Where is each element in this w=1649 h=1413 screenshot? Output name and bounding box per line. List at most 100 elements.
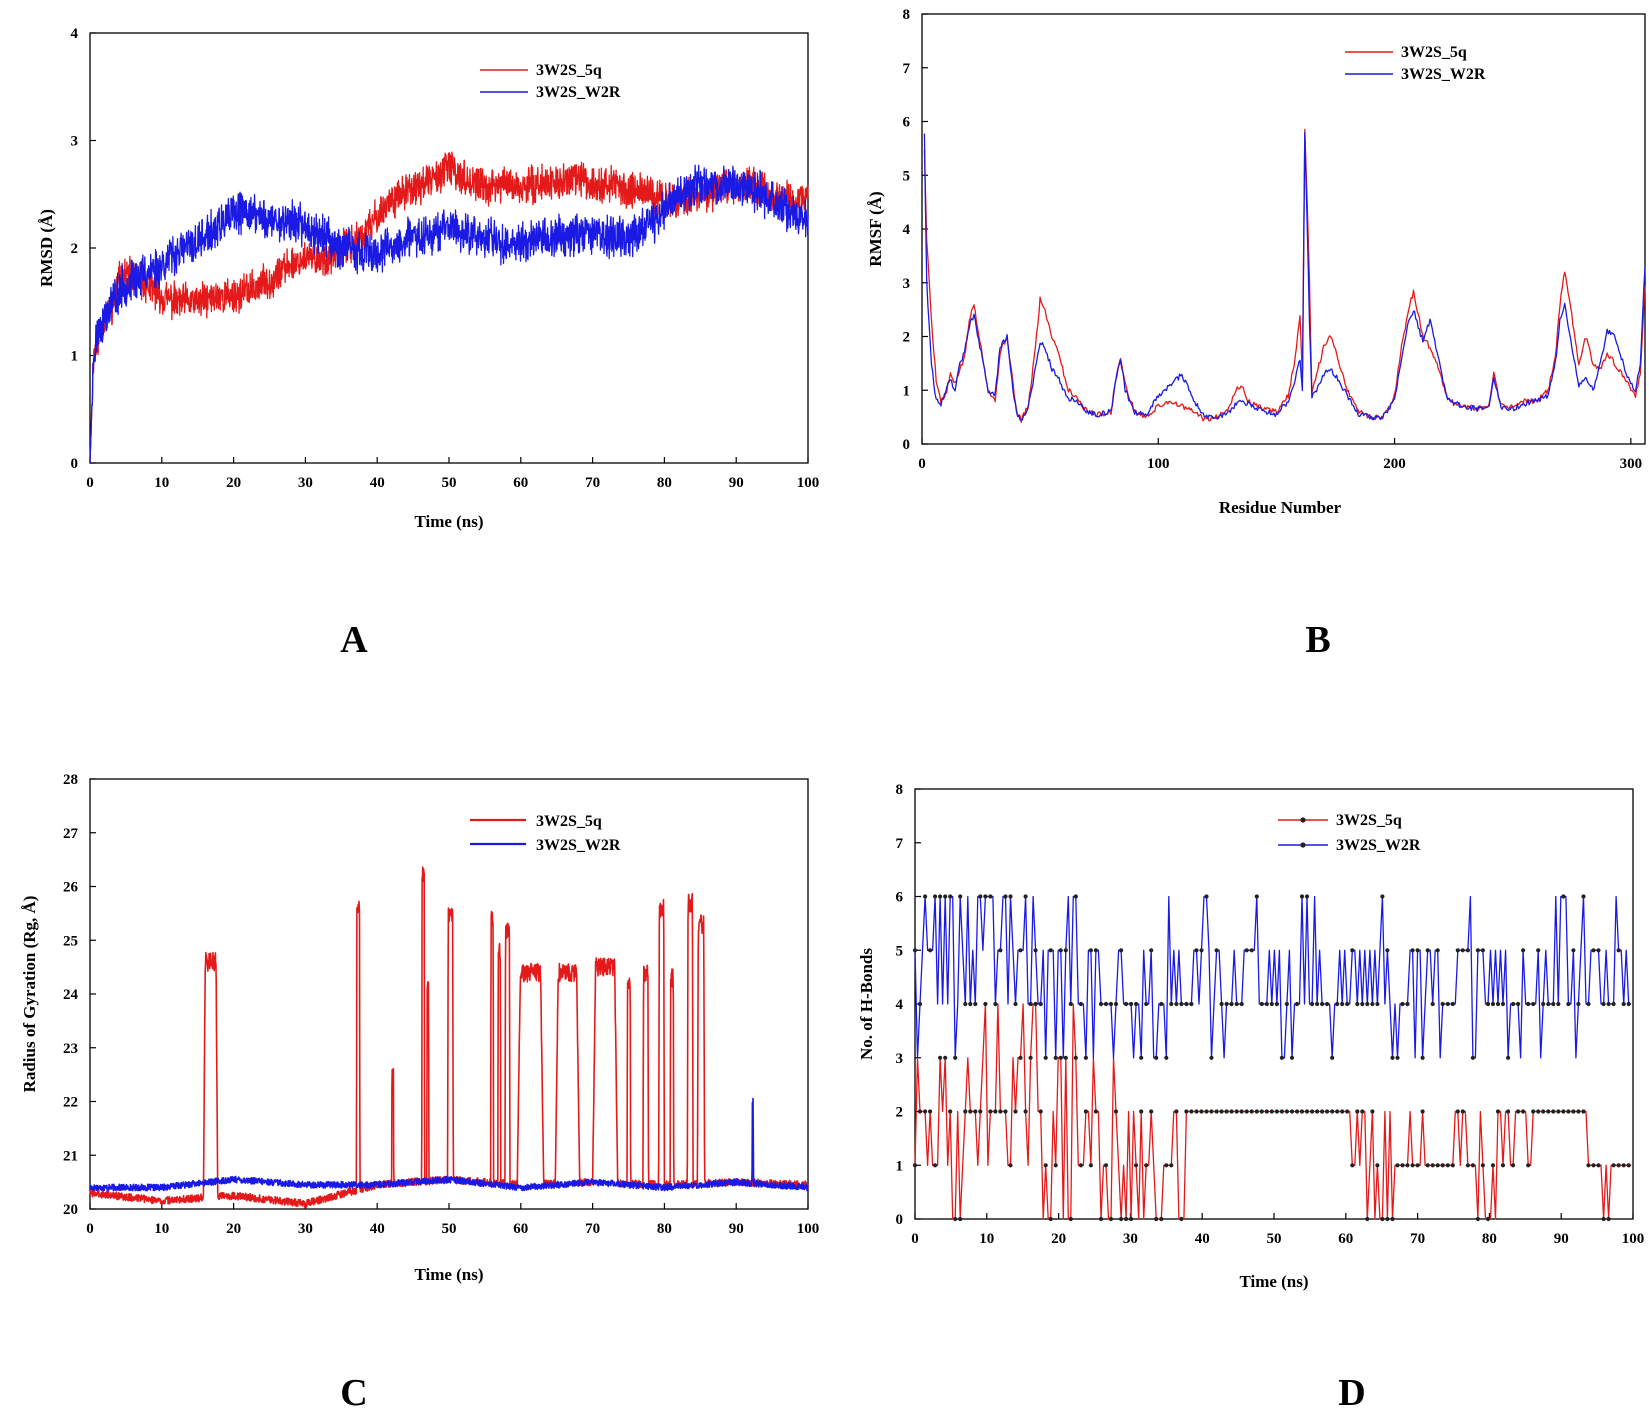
panel-d-data-point bbox=[1591, 948, 1596, 953]
panel-d-y-tick-label: 4 bbox=[896, 997, 904, 1013]
panel-d-data-point bbox=[973, 1001, 978, 1007]
panel-d-data-point bbox=[1244, 948, 1249, 953]
panel-d-data-point bbox=[928, 948, 933, 953]
panel-d-x-tick-label: 50 bbox=[1267, 1231, 1282, 1247]
panel-b-series-group bbox=[923, 128, 1646, 423]
panel-c-x-tick-label: 0 bbox=[86, 1221, 94, 1237]
panel-d-data-point bbox=[1219, 1109, 1224, 1114]
panel-c-x-tick-label: 50 bbox=[442, 1221, 457, 1237]
panel-d-data-point bbox=[1113, 1001, 1119, 1007]
panel-d-data-point bbox=[1460, 948, 1465, 953]
panel-d-data-point bbox=[1108, 1001, 1114, 1007]
panel-c-y-tick-label: 27 bbox=[63, 826, 79, 842]
panel-a-x-tick-label: 40 bbox=[370, 475, 385, 491]
panel-d-data-point bbox=[1360, 1109, 1365, 1114]
panel-d-data-point bbox=[1174, 1001, 1179, 1007]
panel-d-data-point bbox=[1420, 1055, 1425, 1060]
panel-d-data-point bbox=[912, 1163, 918, 1168]
panel-d-data-point bbox=[1626, 1001, 1631, 1007]
panel-d-data-point bbox=[1345, 1109, 1350, 1114]
panel-d-y-tick-label: 6 bbox=[896, 890, 904, 906]
panel-c-x-tick-label: 100 bbox=[797, 1221, 820, 1237]
panel-a-x-axis-title: Time (ns) bbox=[414, 512, 483, 531]
panel-d-data-point bbox=[1480, 948, 1485, 953]
panel-c-x-tick-label: 70 bbox=[585, 1221, 600, 1237]
panel-d-data-point bbox=[1008, 1163, 1013, 1168]
panel-d-data-point bbox=[1531, 1001, 1536, 1007]
panel-d-data-point bbox=[943, 1055, 948, 1060]
panel-d-data-point bbox=[938, 1055, 943, 1060]
panel-d-data-point bbox=[1134, 1163, 1139, 1168]
panel-d-data-point bbox=[1626, 1163, 1631, 1168]
panel-d-data-point bbox=[988, 894, 993, 899]
panel-d-y-tick-label: 2 bbox=[896, 1105, 904, 1121]
panel-d-data-point bbox=[1154, 1055, 1159, 1060]
panel-d-legend-marker-w2r bbox=[1300, 842, 1306, 848]
panel-d-data-point bbox=[1139, 1055, 1144, 1060]
panel-d-data-point bbox=[1320, 1109, 1325, 1114]
panel-a-x-tick-label: 90 bbox=[729, 475, 744, 491]
panel-b-legend-label-w2r: 3W2S_W2R bbox=[1401, 66, 1486, 83]
panel-c-series-group bbox=[89, 866, 809, 1208]
panel-d-data-point bbox=[1304, 894, 1310, 899]
panel-d-data-point bbox=[1234, 1001, 1239, 1007]
panel-d-ticks: 0 10 20 30 40 50 60 70 80 90 100 0 1 2 3 4 5 6 7 8 bbox=[896, 782, 1645, 1247]
panel-a-x-tick-label: 100 bbox=[797, 475, 820, 491]
panel-b-x-axis-title: Residue Number bbox=[1219, 498, 1342, 517]
panel-a-rmsd-chart: 0 10 20 30 40 50 60 70 80 90 100 0 1 2 3 4 Time (ns) RM… bbox=[37, 26, 819, 661]
panel-b-y-tick-label: 5 bbox=[903, 168, 911, 184]
panel-b-y-tick-label: 2 bbox=[903, 330, 911, 346]
panel-d-data-point bbox=[1214, 1109, 1219, 1114]
panel-d-data-point bbox=[1098, 1001, 1104, 1007]
panel-d-data-point bbox=[1018, 1055, 1023, 1060]
panel-d-data-point bbox=[1330, 1055, 1335, 1060]
panel-d-data-point bbox=[1365, 1216, 1370, 1222]
panel-d-data-point bbox=[1078, 1163, 1083, 1168]
panel-d-data-point bbox=[928, 1109, 933, 1114]
panel-d-data-point bbox=[1310, 1109, 1315, 1114]
panel-d-data-point bbox=[1289, 1109, 1295, 1114]
panel-d-x-tick-label: 60 bbox=[1338, 1231, 1353, 1247]
panel-d-data-point bbox=[988, 1109, 993, 1114]
panel-d-data-point bbox=[1395, 1163, 1400, 1168]
panel-d-data-point bbox=[1390, 1055, 1395, 1060]
panel-d-data-point bbox=[1129, 1216, 1134, 1222]
panel-d-data-point bbox=[1516, 1109, 1521, 1114]
panel-d-data-point bbox=[1621, 1163, 1626, 1168]
panel-c-y-tick-label: 20 bbox=[63, 1202, 78, 1218]
panel-d-data-point bbox=[1325, 1001, 1330, 1007]
panel-d-data-point bbox=[1028, 1001, 1033, 1007]
panel-d-data-point bbox=[1430, 1001, 1435, 1007]
panel-d-legend: 3W2S_5q 3W2S_W2R bbox=[1278, 812, 1421, 854]
panel-b-y-tick-label: 1 bbox=[903, 383, 911, 399]
panel-d-data-point bbox=[1189, 1001, 1194, 1007]
panel-d-data-point bbox=[1304, 1109, 1310, 1114]
panel-d-data-point bbox=[1400, 1001, 1405, 1007]
panel-d-x-tick-label: 40 bbox=[1195, 1231, 1210, 1247]
panel-d-data-point bbox=[1556, 1001, 1561, 1007]
panel-d-data-point bbox=[1013, 1001, 1018, 1007]
panel-d-data-point bbox=[1028, 1055, 1033, 1060]
panel-d-data-point bbox=[1495, 1001, 1501, 1007]
panel-c-y-tick-label: 28 bbox=[63, 772, 78, 788]
panel-d-data-point bbox=[1129, 1001, 1134, 1007]
panel-d-data-point bbox=[1108, 1216, 1114, 1222]
panel-d-data-point bbox=[1475, 948, 1480, 953]
panel-d-data-point bbox=[1380, 1216, 1385, 1222]
panel-d-data-point bbox=[917, 1001, 923, 1007]
panel-d-data-point bbox=[1113, 1109, 1119, 1114]
panel-d-data-point bbox=[1315, 1109, 1320, 1114]
panel-d-data-point bbox=[1139, 1109, 1144, 1114]
panel-d-data-point bbox=[1485, 1216, 1491, 1222]
panel-d-data-point bbox=[1536, 948, 1541, 953]
panel-d-data-point bbox=[1370, 1001, 1375, 1007]
panel-d-data-point bbox=[978, 1109, 983, 1114]
panel-d-data-point bbox=[973, 1109, 978, 1114]
panel-d-data-point bbox=[1229, 1001, 1234, 1007]
panel-d-data-point bbox=[1033, 1001, 1038, 1007]
panel-d-data-point bbox=[1194, 1109, 1199, 1114]
panel-a-y-tick-label: 3 bbox=[71, 134, 79, 150]
panel-d-data-point bbox=[1134, 1001, 1139, 1007]
panel-d-data-point bbox=[1259, 1109, 1264, 1114]
panel-d-data-point bbox=[1370, 1109, 1375, 1114]
